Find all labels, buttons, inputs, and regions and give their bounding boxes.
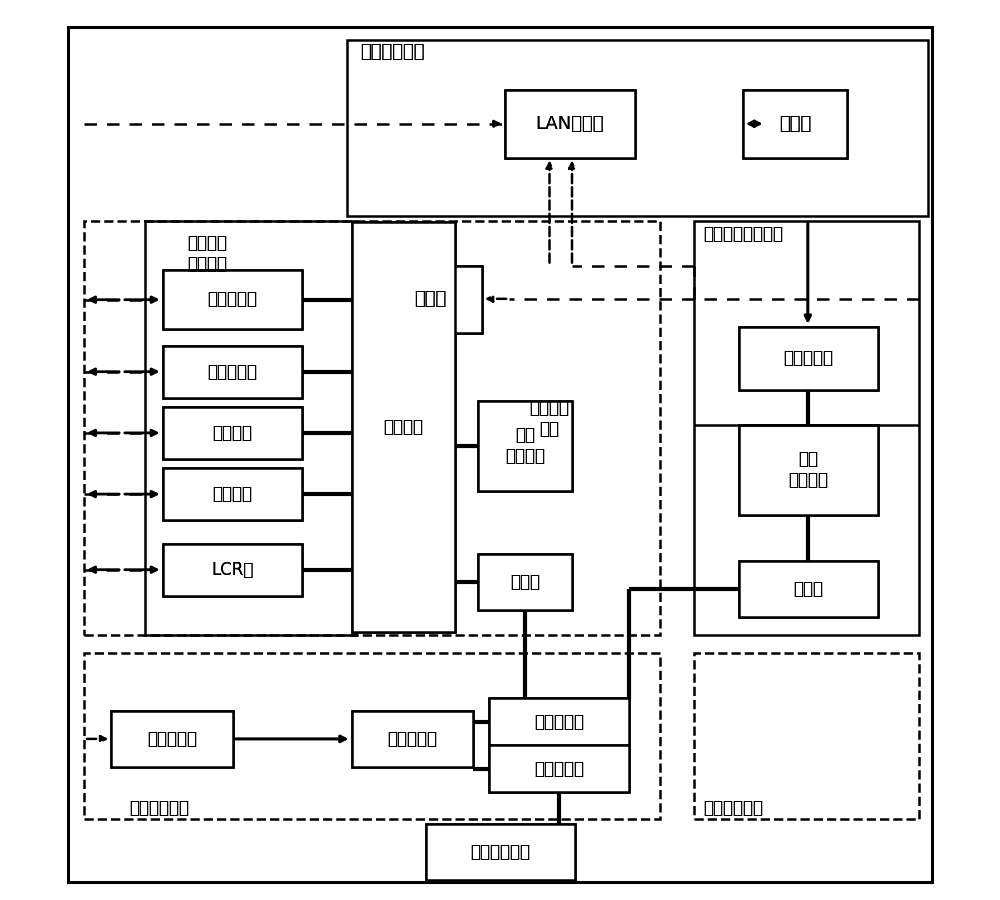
Bar: [162, 544, 302, 596]
Text: 高压电源组: 高压电源组: [783, 349, 833, 367]
Bar: [162, 407, 302, 459]
Text: 计算机: 计算机: [779, 115, 811, 133]
Bar: [162, 346, 302, 398]
Text: 控制器: 控制器: [414, 290, 446, 308]
Bar: [738, 425, 878, 515]
Text: 电流表组: 电流表组: [212, 485, 252, 503]
Text: 低压控制
单元: 低压控制 单元: [530, 399, 570, 438]
Text: 电流表组: 电流表组: [212, 485, 252, 503]
Text: 待测功率器件: 待测功率器件: [470, 843, 530, 861]
Bar: [478, 554, 572, 610]
Text: 组装连接器: 组装连接器: [534, 760, 584, 778]
Text: 继电器组: 继电器组: [383, 418, 423, 436]
Bar: [489, 745, 629, 792]
Bar: [162, 270, 302, 328]
Text: 连接器: 连接器: [510, 573, 540, 591]
Text: 连接器: 连接器: [510, 573, 540, 591]
Text: 器件适配单元: 器件适配单元: [129, 799, 189, 817]
Bar: [352, 711, 473, 767]
Text: 连接器: 连接器: [793, 580, 823, 598]
Bar: [478, 554, 572, 610]
Bar: [505, 90, 635, 158]
Text: 高压电源组: 高压电源组: [783, 349, 833, 367]
Bar: [84, 652, 660, 819]
Text: 信号处理器: 信号处理器: [147, 730, 197, 748]
Bar: [378, 266, 482, 333]
Bar: [738, 425, 878, 515]
Bar: [478, 400, 572, 490]
Text: 控制器: 控制器: [414, 290, 446, 308]
Bar: [738, 327, 878, 390]
Text: 高压仪表设备单元: 高压仪表设备单元: [703, 225, 783, 243]
Bar: [347, 40, 928, 216]
Bar: [162, 407, 302, 459]
Bar: [111, 711, 233, 767]
Bar: [84, 220, 660, 634]
Bar: [352, 711, 473, 767]
Text: 待测功率器件: 待测功率器件: [470, 843, 530, 861]
Bar: [162, 468, 302, 520]
Text: 数字示波器: 数字示波器: [207, 363, 257, 381]
Bar: [743, 90, 846, 158]
Text: 位置控制器: 位置控制器: [387, 730, 437, 748]
Text: 低压电源组: 低压电源组: [207, 290, 257, 308]
Bar: [743, 90, 846, 158]
Text: 连接器: 连接器: [793, 580, 823, 598]
Text: 电压表组: 电压表组: [212, 424, 252, 442]
Text: LCR表: LCR表: [211, 561, 253, 579]
Bar: [144, 220, 356, 634]
Text: 适配连接器: 适配连接器: [534, 713, 584, 731]
Text: 适配连接器: 适配连接器: [534, 713, 584, 731]
Bar: [162, 270, 302, 328]
Text: 组装连接器: 组装连接器: [534, 760, 584, 778]
Bar: [694, 652, 918, 819]
Text: 低压
功率器件: 低压 功率器件: [505, 426, 545, 465]
Text: 位置控制器: 位置控制器: [387, 730, 437, 748]
Text: 高压控制单元: 高压控制单元: [703, 799, 763, 817]
Text: LAN交换机: LAN交换机: [536, 115, 604, 133]
Text: 低压仪表
设备单元: 低压仪表 设备单元: [188, 234, 228, 274]
Text: 高压
功率器件: 高压 功率器件: [788, 450, 828, 490]
Text: 高压仪表设备单元: 高压仪表设备单元: [703, 225, 783, 243]
Text: 信号处理器: 信号处理器: [147, 730, 197, 748]
Bar: [738, 561, 878, 617]
Bar: [378, 266, 482, 333]
Bar: [162, 468, 302, 520]
Bar: [738, 327, 878, 390]
Text: 继电器组: 继电器组: [383, 418, 423, 436]
Bar: [162, 346, 302, 398]
Text: 电压表组: 电压表组: [212, 424, 252, 442]
Bar: [489, 698, 629, 745]
Bar: [738, 561, 878, 617]
Bar: [489, 745, 629, 792]
Text: 低压电源组: 低压电源组: [207, 290, 257, 308]
Bar: [426, 824, 575, 880]
Bar: [489, 698, 629, 745]
Text: 低压仪表
设备单元: 低压仪表 设备单元: [188, 234, 228, 274]
Bar: [478, 400, 572, 490]
Bar: [426, 824, 575, 880]
Bar: [162, 544, 302, 596]
Text: 低压控制
单元: 低压控制 单元: [530, 399, 570, 438]
Text: 数字示波器: 数字示波器: [207, 363, 257, 381]
Text: 器件适配单元: 器件适配单元: [129, 799, 189, 817]
Bar: [111, 711, 233, 767]
Text: 测试主控单元: 测试主控单元: [360, 43, 425, 61]
Text: LAN交换机: LAN交换机: [536, 115, 604, 133]
Text: 高压控制单元: 高压控制单元: [703, 799, 763, 817]
Text: 低压
功率器件: 低压 功率器件: [505, 426, 545, 465]
Bar: [352, 222, 455, 632]
Text: 测试主控单元: 测试主控单元: [360, 43, 425, 61]
Bar: [694, 220, 918, 634]
Bar: [352, 222, 455, 632]
Bar: [505, 90, 635, 158]
Text: 高压
功率器件: 高压 功率器件: [788, 450, 828, 490]
Text: LCR表: LCR表: [211, 561, 253, 579]
Text: 计算机: 计算机: [779, 115, 811, 133]
